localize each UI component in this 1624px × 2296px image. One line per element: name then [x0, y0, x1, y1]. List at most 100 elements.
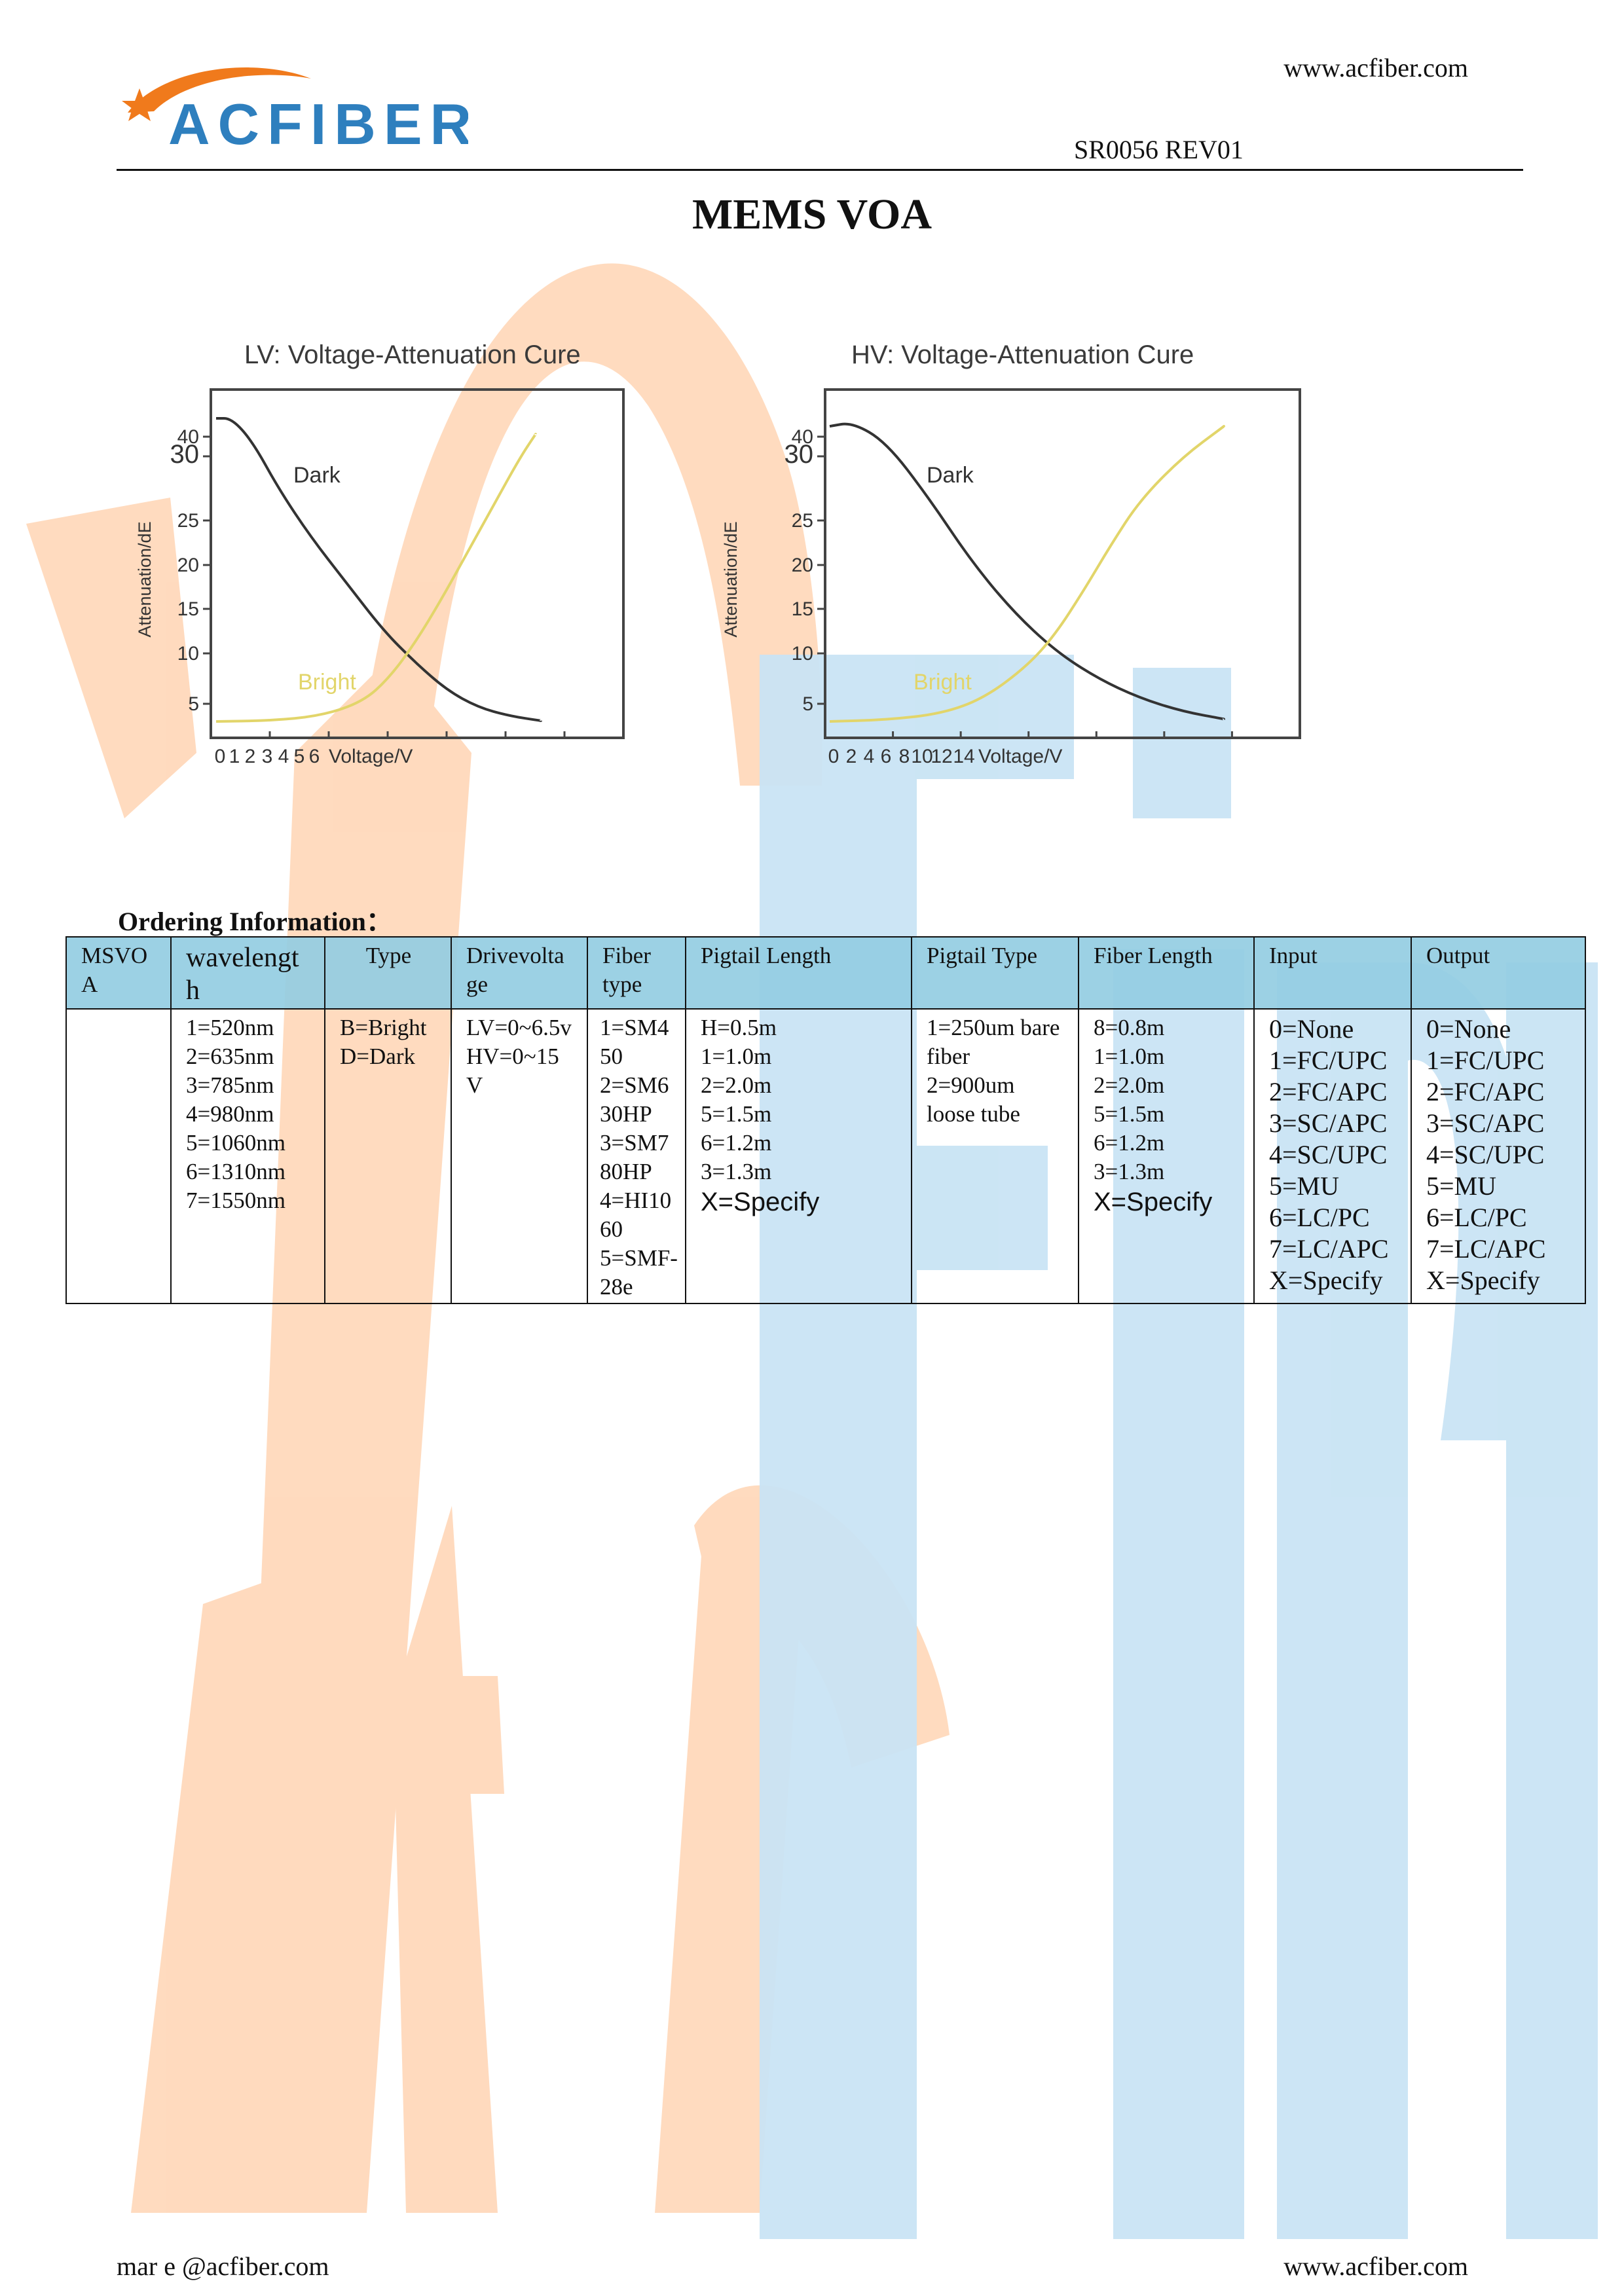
list-item: 2=FC/APC	[1269, 1077, 1388, 1106]
list-item: 1=1.0m	[1094, 1044, 1165, 1069]
chart-title: HV: Voltage-Attenuation Cure	[851, 340, 1194, 369]
cell-type-options: B=Bright D=Dark	[324, 1008, 452, 1304]
list-item: 5=1060nm	[186, 1130, 286, 1156]
list-item: 1=250um bare fiber	[927, 1015, 1066, 1069]
header-pigtail-length: Pigtail Length	[685, 936, 912, 1010]
list-item: 6=1.2m	[701, 1130, 772, 1156]
y-tick-label: 40	[792, 426, 813, 448]
header-divider	[117, 169, 1523, 171]
header-type: Type	[324, 936, 452, 1010]
table-header-row: MSVOA wavelength Type Drivevoltage Fiber…	[65, 936, 1586, 1010]
header-pigtail-type: Pigtail Type	[911, 936, 1079, 1010]
bright-curve	[215, 433, 537, 723]
plot-frame	[824, 388, 1301, 739]
list-item: 1=FC/UPC	[1269, 1046, 1388, 1075]
list-item: 7=LC/APC	[1426, 1234, 1546, 1264]
y-tick-label: 40	[177, 426, 199, 448]
dark-curve-label: Dark	[293, 463, 341, 488]
list-item: 1=1.0m	[701, 1044, 772, 1069]
cell-drivevoltage-options: LV=0~6.5v HV=0~15V	[451, 1008, 588, 1304]
chart-ylabel: Attenuation/dE	[135, 521, 155, 637]
x-tick-label: 6	[881, 746, 892, 767]
list-item: 2=2.0m	[1094, 1072, 1165, 1098]
y-tick-label: 10	[177, 643, 199, 665]
x-tick-label: 2	[245, 746, 256, 767]
x-tick-label: 4	[864, 746, 875, 767]
x-axis-label: Voltage/V	[978, 746, 1062, 767]
y-tick-label: 5	[802, 693, 813, 715]
y-tick-label: 20	[792, 555, 813, 576]
list-item: D=Dark	[340, 1044, 415, 1069]
header-website[interactable]: www.acfiber.com	[1283, 53, 1468, 82]
x-axis-label: Voltage/V	[329, 746, 413, 767]
list-item: 4=SC/UPC	[1426, 1140, 1545, 1169]
list-item: 5=MU	[1426, 1171, 1497, 1201]
bright-curve	[829, 425, 1226, 723]
x-tick-label: 12	[931, 746, 952, 767]
footer-website[interactable]: www.acfiber.com	[1283, 2251, 1468, 2281]
list-item: 5=1.5m	[1094, 1101, 1165, 1127]
list-item: 7=1550nm	[186, 1188, 286, 1213]
table-row: 1=520nm 2=635nm 3=785nm 4=980nm 5=1060nm…	[65, 1008, 1586, 1304]
header-drivevoltage: Drivevoltage	[451, 936, 588, 1010]
header-wavelength: wavelength	[170, 936, 325, 1010]
list-item: 7=LC/APC	[1269, 1234, 1389, 1264]
header-input: Input	[1253, 936, 1412, 1010]
list-item: H=0.5m	[701, 1015, 777, 1040]
plot-frame	[210, 388, 625, 739]
list-item: 1=520nm	[186, 1015, 274, 1040]
cell-output-options: 0=None 1=FC/UPC 2=FC/APC 3=SC/APC 4=SC/U…	[1411, 1008, 1586, 1304]
list-item: 1=FC/UPC	[1426, 1046, 1545, 1075]
document-reference: SR0056 REV01	[1074, 135, 1244, 164]
header-msvoa: MSVOA	[65, 936, 172, 1010]
list-item: 6=1310nm	[186, 1159, 286, 1184]
list-item: 3=1.3m	[1094, 1159, 1165, 1184]
y-tick-label: 15	[792, 598, 813, 620]
list-item: 0=None	[1269, 1014, 1354, 1044]
list-item: 2=635nm	[186, 1044, 274, 1069]
hv-voltage-attenuation-chart: HV: Voltage-Attenuation Cure Attenuation…	[721, 340, 1301, 767]
lv-voltage-attenuation-chart: LV: Voltage-Attenuation Cure Attenuation…	[135, 340, 625, 767]
list-item: 8=0.8m	[1094, 1015, 1165, 1040]
chart-ylabel: Attenuation/dE	[721, 521, 741, 637]
bright-curve-label: Bright	[913, 670, 972, 695]
cell-wavelength-options: 1=520nm 2=635nm 3=785nm 4=980nm 5=1060nm…	[170, 1008, 325, 1304]
y-tick-label: 15	[177, 598, 199, 620]
list-item: 3=SM780HP	[600, 1130, 669, 1184]
list-item: 6=LC/PC	[1269, 1203, 1370, 1232]
footer-email[interactable]: mar e @acfiber.com	[117, 2251, 329, 2281]
y-tick-label: 5	[188, 693, 199, 715]
cell-pigtail-length-options: H=0.5m 1=1.0m 2=2.0m 5=1.5m 6=1.2m 3=1.3…	[685, 1008, 912, 1304]
cell-fiber-length-options: 8=0.8m 1=1.0m 2=2.0m 5=1.5m 6=1.2m 3=1.3…	[1078, 1008, 1255, 1304]
x-tick-label: 14	[953, 746, 974, 767]
x-tick-label: 1	[229, 746, 240, 767]
cell-msvoa	[65, 1008, 172, 1304]
list-item: X=Specify	[701, 1188, 820, 1216]
list-item: B=Bright	[340, 1015, 427, 1040]
dark-curve	[216, 417, 542, 722]
bright-curve-label: Bright	[298, 670, 356, 695]
ordering-information-heading: Ordering Information：	[118, 907, 392, 936]
x-tick-label: 4	[278, 746, 289, 767]
list-item: 6=LC/PC	[1426, 1203, 1527, 1232]
ordering-table: MSVOA wavelength Type Drivevoltage Fiber…	[65, 936, 1586, 1304]
document-title: MEMS VOA	[692, 191, 932, 238]
list-item: 6=1.2m	[1094, 1130, 1165, 1156]
list-item: 2=900um loose tube	[927, 1072, 1021, 1127]
list-item: HV=0~15V	[466, 1044, 559, 1098]
svg-text:ACFIBER: ACFIBER	[168, 92, 468, 151]
list-item: 1=SM450	[600, 1015, 669, 1069]
list-item: 5=1.5m	[701, 1101, 772, 1127]
x-tick-label: 5	[294, 746, 305, 767]
y-tick-label: 10	[792, 643, 813, 665]
cell-fiber-type-options: 1=SM450 2=SM630HP 3=SM780HP 4=HI1060 5=S…	[587, 1008, 686, 1304]
list-item: X=Specify	[1269, 1266, 1383, 1295]
y-tick-label: 25	[177, 510, 199, 532]
x-tick-label: 10	[911, 746, 932, 767]
list-item: 4=HI1060	[600, 1188, 672, 1242]
list-item: 3=785nm	[186, 1072, 274, 1098]
cell-input-options: 0=None 1=FC/UPC 2=FC/APC 3=SC/APC 4=SC/U…	[1253, 1008, 1412, 1304]
list-item: 0=None	[1426, 1014, 1511, 1044]
list-item: 3=SC/APC	[1269, 1108, 1388, 1138]
